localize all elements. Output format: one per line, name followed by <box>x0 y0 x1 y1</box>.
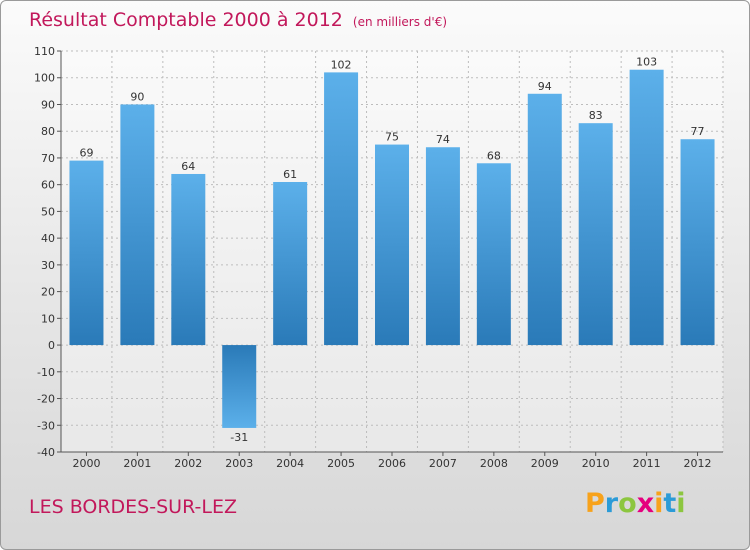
y-tick-label: 60 <box>41 179 55 192</box>
data-label-2002: 64 <box>181 160 195 173</box>
logo-letter: i <box>654 488 664 519</box>
data-label-2007: 74 <box>436 133 450 146</box>
y-tick-label: 10 <box>41 312 55 325</box>
x-tick-label-2003: 2003 <box>225 457 253 470</box>
commune-name: LES BORDES-SUR-LEZ <box>29 496 237 518</box>
x-tick-label-2004: 2004 <box>276 457 304 470</box>
data-label-2010: 83 <box>589 109 603 122</box>
data-label-2011: 103 <box>636 56 657 69</box>
data-label-2003: -31 <box>230 431 248 444</box>
proxiti-logo: Proxiti <box>585 488 686 519</box>
bar-2005 <box>324 72 359 346</box>
bar-2011 <box>629 69 664 346</box>
chart-title-text: Résultat Comptable 2000 à 2012 <box>29 9 343 31</box>
y-tick-label: -10 <box>37 366 55 379</box>
y-tick-label: 110 <box>34 45 55 58</box>
data-label-2009: 94 <box>538 80 552 93</box>
bar-2001 <box>120 104 155 346</box>
y-tick-label: 100 <box>34 72 55 85</box>
x-tick-label-2001: 2001 <box>123 457 151 470</box>
bar-2012 <box>680 139 715 346</box>
bar-2002 <box>171 173 206 346</box>
data-label-2000: 69 <box>79 147 93 160</box>
axis-layer: 1101009080706050403020100-10-20-30-40200… <box>34 45 723 470</box>
data-label-2008: 68 <box>487 149 501 162</box>
bar-2008 <box>476 163 511 346</box>
bar-2010 <box>578 123 613 346</box>
logo-letter: x <box>636 488 655 519</box>
logo-letter: r <box>604 488 619 519</box>
logo-letter: t <box>663 488 677 519</box>
data-label-2012: 77 <box>691 125 705 138</box>
y-tick-label: 20 <box>41 286 55 299</box>
y-tick-label: -30 <box>37 419 55 432</box>
data-label-2004: 61 <box>283 168 297 181</box>
data-label-2006: 75 <box>385 131 399 144</box>
y-tick-label: 50 <box>41 205 55 218</box>
data-label-2001: 90 <box>130 90 144 103</box>
chart-unit-note: (en milliers d'€) <box>352 15 448 29</box>
x-tick-label-2002: 2002 <box>174 457 202 470</box>
bar-layer: 69 90 64 -31 61 102 75 74 68 94 83 103 77 <box>69 56 715 444</box>
bar-2004 <box>273 181 308 346</box>
y-tick-label: 70 <box>41 152 55 165</box>
logo-letter: P <box>585 488 605 519</box>
data-label-2005: 102 <box>331 58 352 71</box>
bar-2000 <box>69 160 104 346</box>
x-tick-label-2005: 2005 <box>327 457 355 470</box>
x-tick-label-2000: 2000 <box>72 457 100 470</box>
x-tick-label-2007: 2007 <box>429 457 457 470</box>
x-tick-label-2006: 2006 <box>378 457 406 470</box>
x-tick-label-2012: 2012 <box>684 457 712 470</box>
y-tick-label: 80 <box>41 125 55 138</box>
logo-letter: i <box>676 488 686 519</box>
y-tick-label: -20 <box>37 393 55 406</box>
x-tick-label-2010: 2010 <box>582 457 610 470</box>
y-tick-label: 40 <box>41 232 55 245</box>
chart-title: Résultat Comptable 2000 à 2012 (en millie… <box>29 9 447 31</box>
x-tick-label-2009: 2009 <box>531 457 559 470</box>
y-tick-label: 0 <box>48 339 55 352</box>
logo-letter: o <box>618 488 637 519</box>
bar-2007 <box>425 147 460 346</box>
x-tick-label-2011: 2011 <box>633 457 661 470</box>
y-tick-label: 90 <box>41 98 55 111</box>
bar-2003 <box>222 345 257 428</box>
y-tick-label: 30 <box>41 259 55 272</box>
x-tick-label-2008: 2008 <box>480 457 508 470</box>
y-tick-label: -40 <box>37 446 55 459</box>
bar-2009 <box>527 93 562 346</box>
bar-2006 <box>375 144 409 346</box>
